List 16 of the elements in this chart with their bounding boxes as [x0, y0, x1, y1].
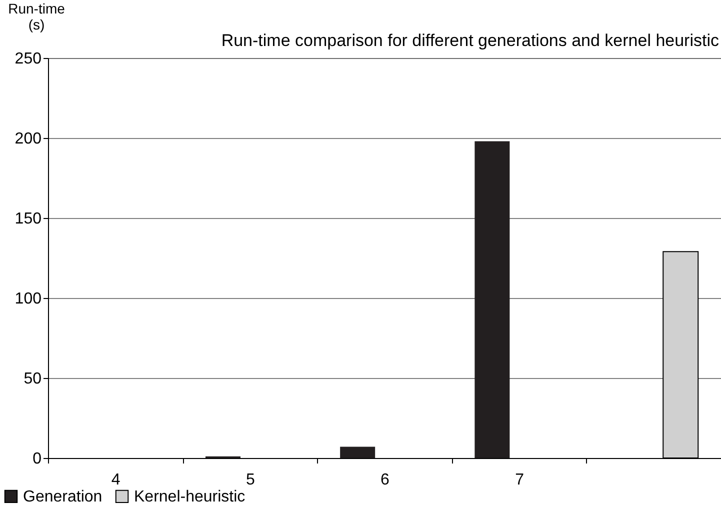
y-tick-label: 150 [14, 210, 42, 228]
legend-label: Generation [23, 488, 102, 506]
x-tick-label: 6 [380, 472, 390, 488]
y-tick-label: 200 [14, 130, 42, 148]
y-tick-label: 50 [24, 370, 42, 388]
bar [474, 141, 510, 458]
y-tick-label: 100 [14, 290, 42, 308]
x-tick-label: 5 [246, 472, 255, 488]
y-axis-title: Run-time (s) [8, 0, 66, 32]
x-tick-label: 4 [111, 472, 120, 488]
chart-title: Run-time comparison for different generations and kernel heuristic [221, 31, 720, 50]
y-tick-label: 0 [32, 450, 42, 468]
bar [340, 446, 376, 458]
legend-label: Kernel-heuristic [134, 488, 246, 506]
y-tick-label: 250 [14, 50, 42, 68]
x-tick-label: 7 [515, 472, 524, 488]
